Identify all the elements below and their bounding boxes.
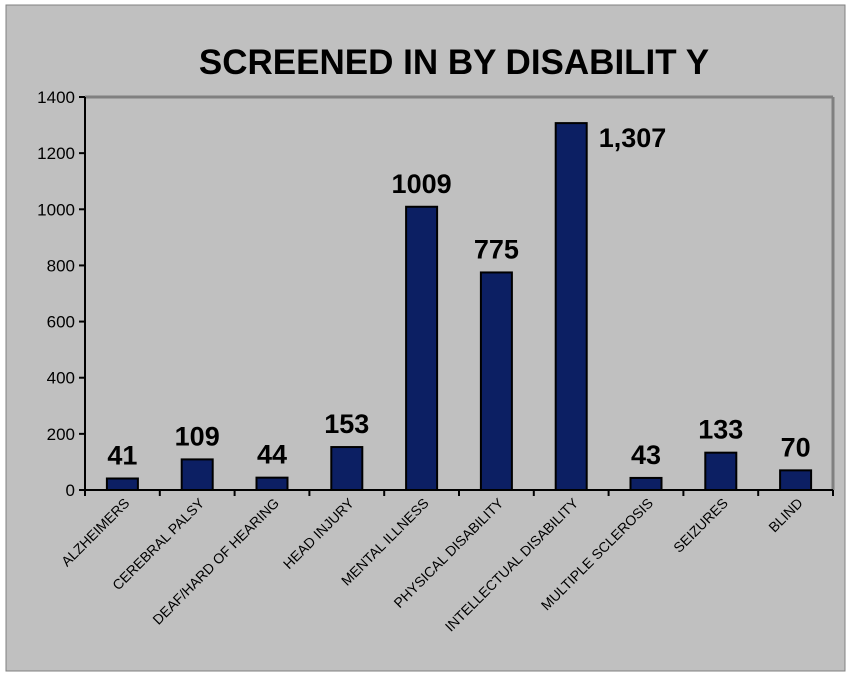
data-label: 153: [324, 409, 369, 439]
y-tick-label: 1200: [37, 144, 75, 163]
bar: [180, 458, 214, 491]
bar: [554, 122, 588, 492]
data-label: 41: [107, 440, 137, 470]
bar: [405, 205, 439, 492]
y-tick-label: 600: [47, 313, 75, 332]
data-label: 1,307: [599, 123, 667, 153]
bar: [479, 271, 513, 492]
y-tick-label: 800: [47, 256, 75, 275]
data-label: 109: [175, 421, 220, 451]
y-tick-label: 1400: [37, 88, 75, 107]
data-label: 1009: [392, 169, 452, 199]
data-label: 70: [781, 432, 811, 462]
data-label: 43: [631, 440, 661, 470]
chart-title: SCREENED IN BY DISABILIT Y: [199, 43, 709, 82]
y-tick-label: 1000: [37, 200, 75, 219]
data-label: 44: [257, 440, 287, 470]
bar: [704, 451, 738, 492]
bar: [629, 476, 663, 492]
bar: [255, 476, 289, 491]
bar: [105, 477, 139, 492]
bar: [330, 446, 364, 492]
y-tick-label: 400: [47, 369, 75, 388]
data-label: 133: [698, 415, 743, 445]
y-tick-label: 0: [66, 481, 75, 500]
y-tick-label: 200: [47, 425, 75, 444]
data-label: 775: [474, 234, 519, 264]
bar: [779, 469, 813, 492]
